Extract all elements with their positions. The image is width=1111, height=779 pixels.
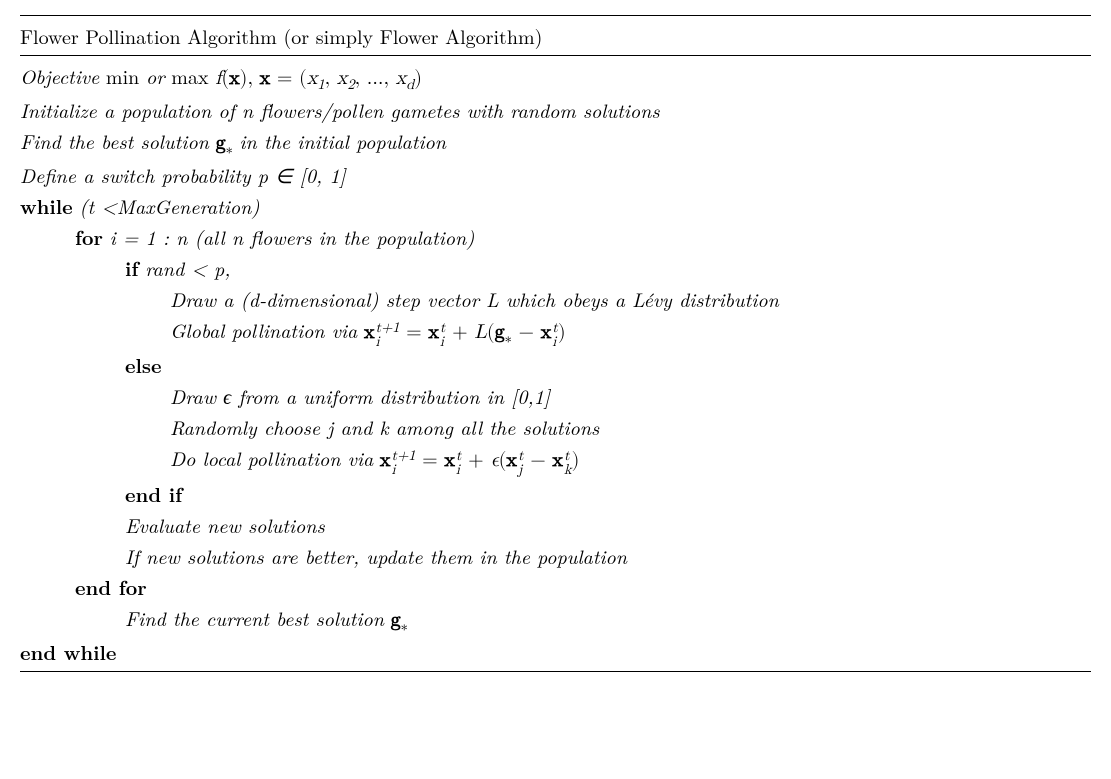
eq-global: xt+1i = xti + L(g∗ − xti) xyxy=(364,322,566,342)
eq: = xyxy=(400,322,429,342)
kw-else: else xyxy=(20,349,1091,380)
comma: , xyxy=(383,68,395,88)
line-switch-prob: Define a switch probability p ∈ [0, 1] xyxy=(20,159,1091,190)
line-initialize: Initialize a population of n flowers/pol… xyxy=(20,94,1091,125)
plus: + xyxy=(446,322,475,342)
text: Global pollination via xyxy=(170,315,357,344)
rp: ) xyxy=(558,322,566,342)
line-global-pollination: Global pollination via xt+1i = xti + L(g… xyxy=(20,314,1091,349)
x: x xyxy=(380,450,391,470)
text: Objective xyxy=(20,61,99,90)
algorithm-title: Flower Pollination Algorithm (or simply … xyxy=(20,16,1091,56)
title-text: Flower Pollination Algorithm (or simply … xyxy=(20,21,542,50)
text: Do local pollination via xyxy=(170,443,373,472)
text: rand < p xyxy=(145,253,224,282)
line-choose-jk: Randomly choose j and k among all the so… xyxy=(20,411,1091,442)
xd: x xyxy=(396,68,407,88)
kw-while: while xyxy=(20,191,73,220)
kw-endif: end if xyxy=(20,478,1091,509)
minus: − xyxy=(524,450,553,470)
x1: x xyxy=(307,68,318,88)
line-evaluate: Evaluate new solutions xyxy=(20,509,1091,540)
g: g xyxy=(216,133,226,153)
g-star: g∗ xyxy=(391,610,408,630)
x2: x xyxy=(337,68,348,88)
x: x xyxy=(364,322,375,342)
x: x xyxy=(541,322,552,342)
line-if: if rand < p, xyxy=(20,252,1091,283)
text: min xyxy=(106,61,139,90)
line-local-pollination: Do local pollination via xt+1i = xti + ϵ… xyxy=(20,442,1091,477)
star: ∗ xyxy=(401,619,408,634)
comma: , xyxy=(247,68,259,88)
supsub: t+1i xyxy=(376,321,400,350)
x: x xyxy=(428,322,439,342)
x: x xyxy=(260,68,271,88)
eq-local: xt+1i = xti + ϵ(xtj − xtk) xyxy=(380,450,579,470)
sup: t+1 xyxy=(376,321,400,335)
eq: = xyxy=(415,450,444,470)
sup: t xyxy=(564,449,572,463)
x: x xyxy=(552,450,563,470)
sup: t+1 xyxy=(391,449,415,463)
sub: k xyxy=(564,463,572,477)
kw-for: for xyxy=(75,222,103,251)
line-draw-levy: Draw a (d-dimensional) step vector L whi… xyxy=(20,283,1091,314)
L: L xyxy=(474,322,487,342)
ellipsis: ... xyxy=(367,68,384,88)
rp: ) xyxy=(572,450,580,470)
comma: , xyxy=(224,253,230,282)
lp: ( xyxy=(221,68,229,88)
rp: ) xyxy=(414,68,422,88)
eps: ϵ xyxy=(490,450,498,470)
text: or xyxy=(146,61,165,90)
algorithm-box: Flower Pollination Algorithm (or simply … xyxy=(20,15,1091,672)
g: g xyxy=(495,322,505,342)
minus: − xyxy=(512,322,541,342)
line-while: while (t <MaxGeneration) xyxy=(20,190,1091,221)
sub: i xyxy=(376,335,400,349)
sub: i xyxy=(391,463,415,477)
lp: ( xyxy=(487,322,495,342)
line-for: for i = 1 : n (all n flowers in the popu… xyxy=(20,221,1091,252)
line-find-best: Find the best solution g∗ in the initial… xyxy=(20,125,1091,159)
comma: , xyxy=(325,68,337,88)
kw-endfor: end for xyxy=(20,571,1091,602)
text: i = 1 : n (all n flowers in the populati… xyxy=(110,222,475,251)
line-update: If new solutions are better, update them… xyxy=(20,540,1091,571)
math: f(x), x = (x1, x2, ..., xd) xyxy=(215,68,422,88)
line-draw-eps: Draw ϵ from a uniform distribution in [0… xyxy=(20,380,1091,411)
text: in the initial population xyxy=(239,126,446,155)
plus: + xyxy=(462,450,491,470)
kw-if: if xyxy=(125,253,138,282)
star: ∗ xyxy=(505,331,512,346)
sub2: 2 xyxy=(347,77,354,92)
supsub: tk xyxy=(564,449,572,478)
star: ∗ xyxy=(226,142,233,157)
lp: ( xyxy=(299,68,307,88)
x: x xyxy=(444,450,455,470)
text: max xyxy=(171,61,208,90)
comma: , xyxy=(355,68,367,88)
text: Find the best solution xyxy=(20,126,209,155)
g: g xyxy=(391,610,401,630)
line-find-current-best: Find the current best solution g∗ xyxy=(20,602,1091,636)
line-objective: Objective min or max f(x), x = (x1, x2, … xyxy=(20,60,1091,94)
kw-endwhile: end while xyxy=(20,636,1091,667)
algorithm-body: Objective min or max f(x), x = (x1, x2, … xyxy=(20,56,1091,671)
g-star: g∗ xyxy=(216,133,240,153)
text: Find the current best solution xyxy=(125,603,384,632)
supsub: t+1i xyxy=(391,449,415,478)
eq: = xyxy=(270,68,299,88)
text: (t <MaxGeneration) xyxy=(79,191,259,220)
x: x xyxy=(506,450,517,470)
sub1: 1 xyxy=(317,77,324,92)
x: x xyxy=(229,68,240,88)
